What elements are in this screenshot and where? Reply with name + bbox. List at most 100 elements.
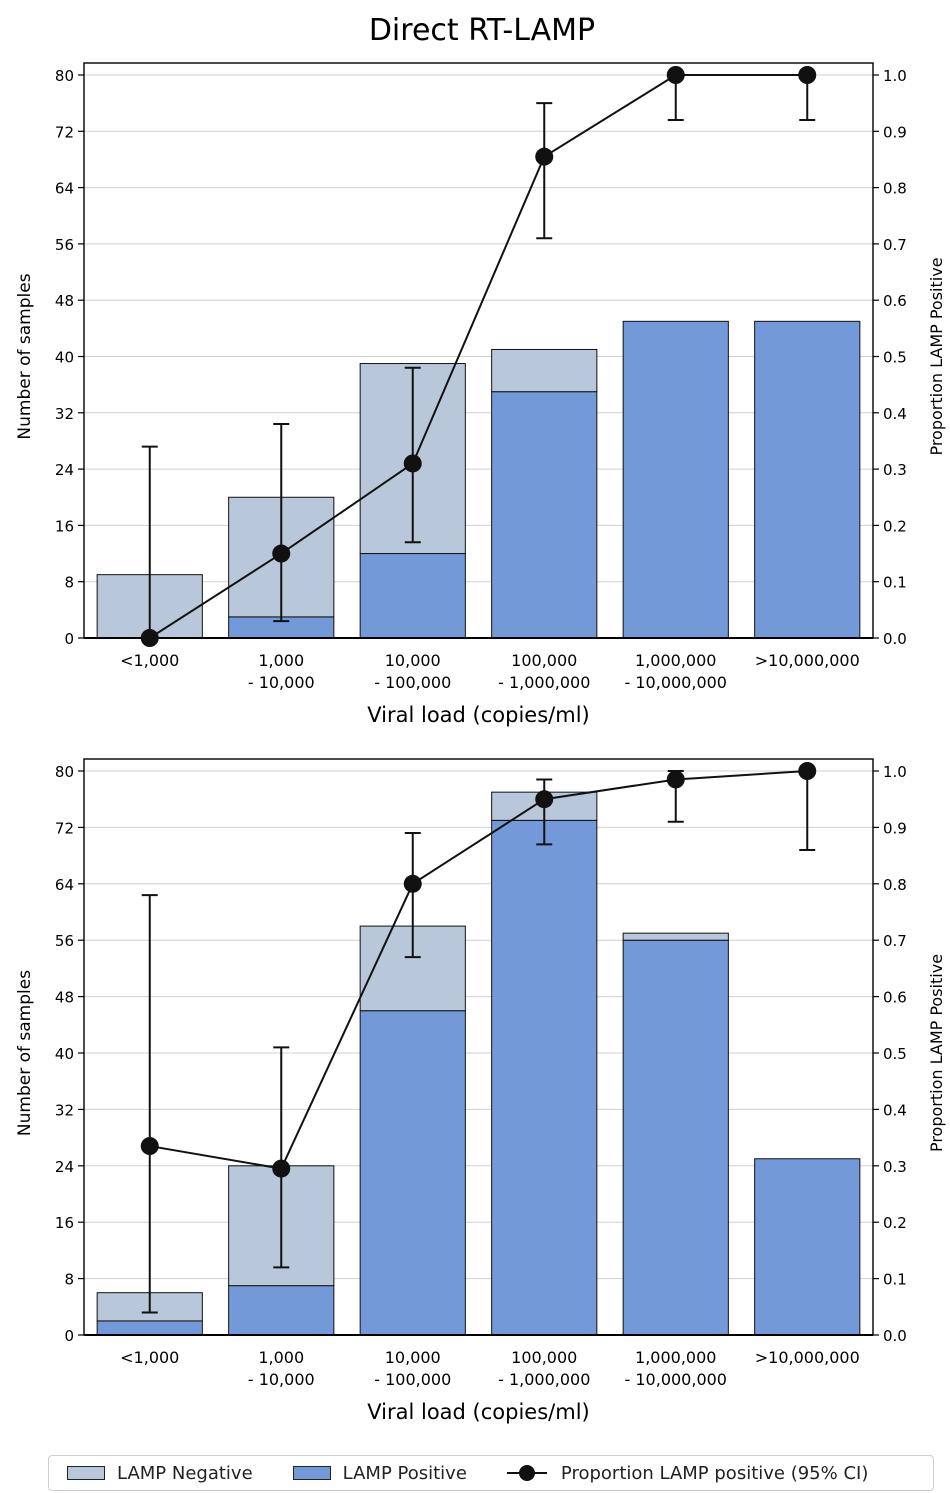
bar-positive bbox=[622, 320, 729, 639]
y2-tick-label: 0.8 bbox=[883, 876, 907, 894]
x-tick-label: <1,000 bbox=[120, 651, 179, 670]
x-tick-label: - 100,000 bbox=[374, 673, 451, 692]
y2-tick-label: 1.0 bbox=[883, 67, 907, 85]
x-tick-label: 1,000 bbox=[258, 1348, 304, 1367]
x-tick-label: >10,000,000 bbox=[755, 1348, 860, 1367]
x-tick-label: 1,000,000 bbox=[635, 651, 716, 670]
y-tick-label: 0 bbox=[64, 630, 74, 648]
x-tick-label: - 10,000 bbox=[248, 673, 315, 692]
bar-positive bbox=[491, 391, 598, 639]
y2-tick-label: 1.0 bbox=[883, 763, 907, 781]
x-tick-label: 100,000 bbox=[511, 1348, 577, 1367]
legend-item-positive: LAMP Positive bbox=[292, 1462, 467, 1484]
chart-bottom: 0 8 16 24 32 40 48 56 64 72 80 0.0 0.1 0.2 0.3 0.4 0.5 0.… bbox=[15, 758, 946, 1424]
y2-tick-label: 0.7 bbox=[883, 932, 907, 950]
y2-tick-label: 0.5 bbox=[883, 349, 907, 367]
bar-positive bbox=[359, 553, 466, 639]
y-tick-label: 32 bbox=[55, 405, 74, 423]
proportion-point bbox=[140, 1137, 159, 1156]
y-tick-label: 80 bbox=[55, 67, 74, 85]
y-tick-label: 64 bbox=[55, 180, 74, 198]
y2-tick-label: 0.4 bbox=[883, 1101, 907, 1119]
y-tick-label: 40 bbox=[55, 1045, 74, 1063]
proportion-point bbox=[798, 762, 817, 780]
x-tick-label: - 1,000,000 bbox=[498, 673, 590, 692]
legend: LAMP Negative LAMP Positive Proportion L… bbox=[48, 1455, 934, 1491]
y2-tick-label: 0.0 bbox=[883, 1327, 907, 1345]
proportion-point bbox=[666, 66, 685, 84]
y-tick-label: 72 bbox=[55, 819, 74, 837]
y-axis-label: Number of samples bbox=[15, 970, 35, 1136]
x-tick-label: 1,000 bbox=[258, 651, 304, 670]
legend-item-proportion: Proportion LAMP positive (95% CI) bbox=[506, 1462, 869, 1484]
y2-tick-label: 0.9 bbox=[883, 123, 907, 141]
proportion-point bbox=[272, 544, 291, 563]
figure: Direct RT-LAMP 0 8 16 24 32 40 48 56 64 72 80 0.0 0.… bbox=[15, 13, 946, 1424]
y-tick-label: 48 bbox=[55, 292, 74, 310]
y2-tick-label: 0.2 bbox=[883, 517, 907, 535]
y-tick-label: 16 bbox=[55, 1214, 74, 1232]
y-tick-label: 48 bbox=[55, 989, 74, 1007]
y2-tick-label: 0.5 bbox=[883, 1045, 907, 1063]
proportion-point bbox=[535, 790, 554, 809]
x-tick-label: - 100,000 bbox=[374, 1370, 451, 1389]
bar-positive bbox=[359, 1010, 466, 1336]
y2-tick-label: 0.8 bbox=[883, 180, 907, 198]
x-tick-label: >10,000,000 bbox=[755, 651, 860, 670]
x-tick-label: 10,000 bbox=[385, 1348, 441, 1367]
y-axis-label: Number of samples bbox=[15, 273, 35, 439]
y-tick-label: 56 bbox=[55, 236, 74, 254]
y-tick-label: 16 bbox=[55, 517, 74, 535]
x-tick-label: <1,000 bbox=[120, 1348, 179, 1367]
y-tick-label: 0 bbox=[64, 1327, 74, 1345]
y2-tick-label: 0.3 bbox=[883, 1158, 907, 1176]
bar-negative bbox=[622, 932, 729, 941]
legend-label-positive: LAMP Positive bbox=[342, 1462, 467, 1484]
y2-tick-label: 0.4 bbox=[883, 405, 907, 423]
legend-marker-proportion bbox=[506, 1465, 547, 1481]
proportion-point bbox=[403, 874, 422, 893]
proportion-line bbox=[149, 74, 808, 639]
y2-tick-label: 0.1 bbox=[883, 1271, 907, 1289]
y2-tick-label: 0.6 bbox=[883, 989, 907, 1007]
proportion-point bbox=[403, 454, 422, 473]
bar-positive bbox=[754, 320, 861, 639]
y-tick-label: 64 bbox=[55, 876, 74, 894]
proportion-line bbox=[149, 770, 808, 1170]
bar-positive bbox=[228, 1285, 335, 1336]
bar-positive bbox=[622, 939, 729, 1336]
x-tick-label: 100,000 bbox=[511, 651, 577, 670]
x-axis-label: Viral load (copies/ml) bbox=[367, 703, 589, 727]
x-tick-label: - 10,000,000 bbox=[625, 1370, 727, 1389]
x-tick-label: - 10,000 bbox=[248, 1370, 315, 1389]
legend-label-negative: LAMP Negative bbox=[117, 1462, 253, 1484]
proportion-point bbox=[140, 629, 159, 647]
y2-tick-label: 0.3 bbox=[883, 461, 907, 479]
legend-swatch-positive bbox=[292, 1466, 331, 1480]
legend-label-proportion: Proportion LAMP positive (95% CI) bbox=[560, 1462, 869, 1484]
y2-axis-label: Proportion LAMP Positive bbox=[927, 257, 946, 455]
x-axis-label: Viral load (copies/ml) bbox=[367, 1400, 589, 1424]
y-tick-label: 8 bbox=[64, 1271, 74, 1289]
y2-tick-label: 0.9 bbox=[883, 819, 907, 837]
y-tick-label: 24 bbox=[55, 1158, 74, 1176]
chart-top: 0 8 16 24 32 40 48 56 64 72 80 0.0 0.1 0.2 0.3 0.4 0.5 0.… bbox=[15, 62, 946, 727]
y-tick-label: 56 bbox=[55, 932, 74, 950]
figure-title: Direct RT-LAMP bbox=[369, 13, 595, 48]
y2-tick-label: 0.0 bbox=[883, 630, 907, 648]
x-tick-label: - 10,000,000 bbox=[625, 673, 727, 692]
y2-tick-label: 0.7 bbox=[883, 236, 907, 254]
y-tick-label: 24 bbox=[55, 461, 74, 479]
x-tick-label: - 1,000,000 bbox=[498, 1370, 590, 1389]
proportion-point bbox=[666, 770, 685, 789]
y-tick-label: 32 bbox=[55, 1101, 74, 1119]
bar-positive bbox=[491, 819, 598, 1336]
proportion-point bbox=[272, 1159, 291, 1178]
y-tick-label: 72 bbox=[55, 123, 74, 141]
proportion-point bbox=[535, 147, 554, 166]
x-tick-label: 1,000,000 bbox=[635, 1348, 716, 1367]
legend-item-negative: LAMP Negative bbox=[67, 1463, 253, 1484]
y-tick-label: 40 bbox=[55, 349, 74, 367]
y2-axis-label: Proportion LAMP Positive bbox=[927, 954, 946, 1152]
y-tick-label: 80 bbox=[55, 763, 74, 781]
